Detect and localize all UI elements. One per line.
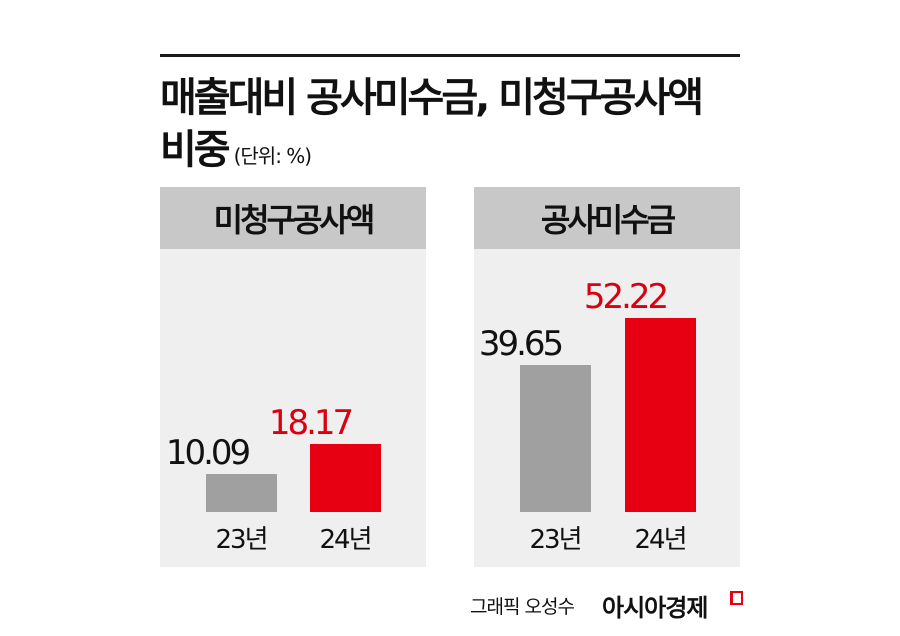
value-label-24: 52.22 [583, 277, 669, 317]
title-line-2: 비중 (단위: %) [160, 124, 701, 182]
value-label-24: 18.17 [268, 403, 354, 443]
category-label-23: 23년 [215, 525, 268, 555]
chart-title: 매출대비 공사미수금, 미청구공사액 비중 (단위: %) [160, 72, 704, 182]
category-label-24: 24년 [634, 525, 687, 555]
panel-unbilled-construction: 미청구공사액 10.09 18.17 23년 24년 [160, 187, 426, 567]
top-rule [160, 54, 740, 57]
panel-header: 공사미수금 [474, 187, 740, 249]
graphic-credit: 그래픽 오성수 [470, 596, 575, 618]
value-label-23: 39.65 [478, 324, 564, 364]
brand-logo: 아시아경제 [602, 594, 708, 622]
bar-23 [520, 365, 591, 512]
title-line-1: 매출대비 공사미수금, 미청구공사액 [160, 75, 704, 121]
bar-23 [206, 474, 277, 512]
bar-24 [625, 318, 696, 512]
brand-mark-icon [730, 591, 743, 605]
title-line-2-text: 비중 [160, 127, 231, 173]
unit-label: (단위: %) [233, 144, 313, 168]
bar-24 [310, 444, 381, 512]
category-label-23: 23년 [529, 525, 582, 555]
panel-construction-receivables: 공사미수금 39.65 52.22 23년 24년 [474, 187, 740, 567]
value-label-23: 10.09 [165, 433, 251, 473]
panel-header: 미청구공사액 [160, 187, 426, 249]
category-label-24: 24년 [319, 525, 372, 555]
